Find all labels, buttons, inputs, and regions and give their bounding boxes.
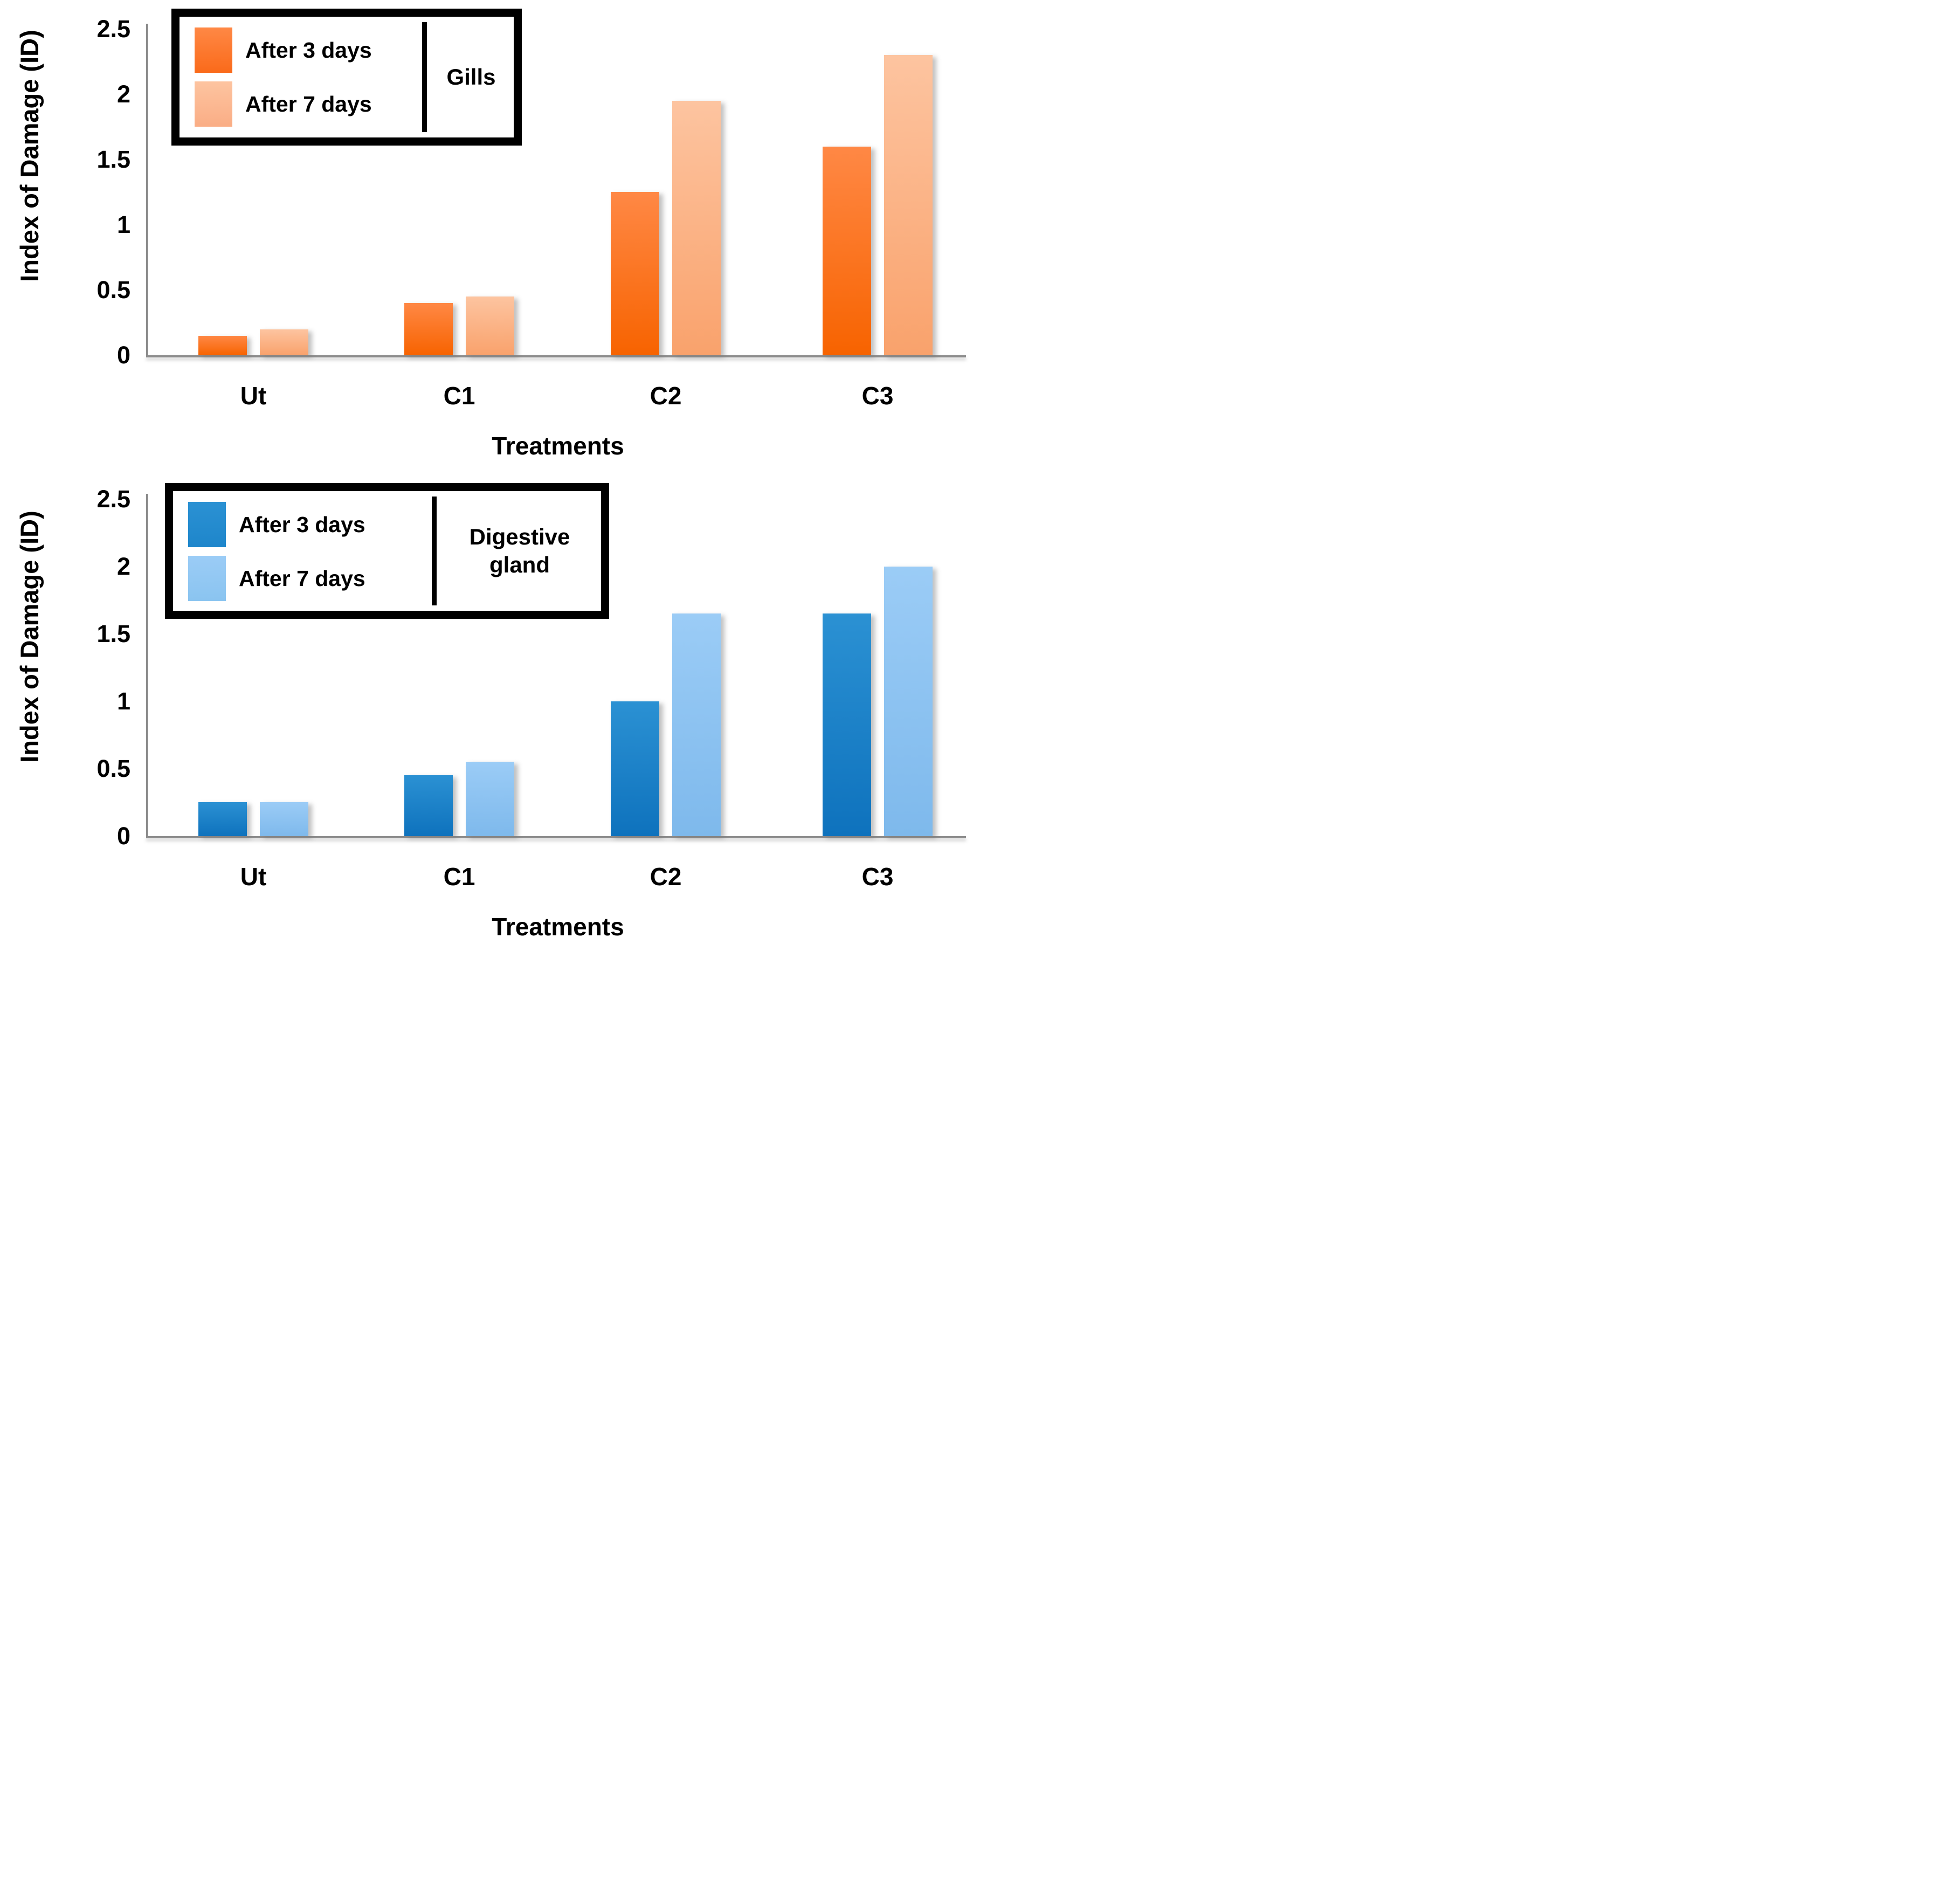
legend-swatch-after-3-days [195, 27, 232, 73]
figure: Index of Damage (ID) 0 0.5 1 1.5 2 2.5 Ut C1 C2 C… [0, 0, 980, 945]
x-category-label-C1: C1 [443, 382, 475, 410]
x-category-label-C3: C3 [861, 382, 894, 410]
legend-divider [422, 22, 427, 132]
legend-digestive-gland: After 3 days After 7 days Digestive glan… [165, 483, 609, 619]
legend-divider [432, 497, 437, 605]
x-category-label-Ut: Ut [240, 863, 267, 891]
legend-swatch-after-7-days [188, 556, 226, 601]
bar-C3-after-3-days [823, 613, 871, 836]
bar-C2-after-7-days [672, 101, 721, 355]
organ-label-gills: Gills [446, 64, 496, 89]
y-tick-label-2.5: 2.5 [96, 15, 130, 43]
legend-gills: After 3 days After 7 days Gills [171, 9, 522, 146]
x-axis-title: Treatments [492, 913, 624, 941]
y-tick-label-1.5: 1.5 [96, 620, 130, 647]
legend-label-after-3-days: After 3 days [239, 512, 365, 537]
x-category-label-C2: C2 [650, 382, 682, 410]
bar-Ut-after-3-days [198, 802, 247, 836]
y-tick-label-0: 0 [116, 822, 130, 850]
bar-Ut-after-7-days [260, 329, 308, 355]
x-category-label-C3: C3 [861, 863, 894, 891]
bar-C2-after-7-days [672, 613, 721, 836]
y-tick-label-0: 0 [116, 341, 130, 369]
bar-C1-after-7-days [466, 762, 514, 836]
y-tick-label-2.5: 2.5 [96, 485, 130, 513]
y-axis-line [146, 494, 148, 836]
plot-area-gills: 0 0.5 1 1.5 2 2.5 Ut C1 C2 C3 [0, 0, 980, 472]
legend-swatch-after-3-days [188, 502, 226, 547]
organ-label-digestive-gland: Digestive gland [469, 523, 570, 578]
y-tick-label-0.5: 0.5 [96, 755, 130, 782]
bar-C1-after-7-days [466, 297, 514, 355]
bar-Ut-after-7-days [260, 802, 308, 836]
bar-C3-after-7-days [884, 55, 933, 355]
chart-gills: Index of Damage (ID) 0 0.5 1 1.5 2 2.5 Ut C1 C2 C… [0, 0, 980, 472]
legend-swatch-after-7-days [195, 81, 232, 127]
plot-area-digestive-gland: 0 0.5 1 1.5 2 2.5 Ut C1 C2 C3 [0, 472, 980, 945]
bar-C1-after-3-days [404, 775, 453, 836]
legend-label-after-3-days: After 3 days [245, 37, 372, 63]
bar-C2-after-3-days [611, 192, 659, 355]
x-category-label-Ut: Ut [240, 382, 267, 410]
bar-C2-after-3-days [611, 701, 659, 836]
bar-C3-after-3-days [823, 147, 871, 355]
y-tick-label-0.5: 0.5 [96, 276, 130, 304]
bar-C1-after-3-days [404, 303, 453, 355]
chart-digestive-gland: Index of Damage (ID) 0 0.5 1 1.5 2 2.5 Ut C1 C2 C… [0, 472, 980, 945]
legend-label-after-7-days: After 7 days [245, 91, 372, 116]
x-axis-title: Treatments [492, 432, 624, 460]
y-tick-label-2: 2 [116, 80, 130, 108]
legend-label-after-7-days: After 7 days [239, 566, 365, 591]
y-tick-label-1.5: 1.5 [96, 146, 130, 173]
y-axis-line [146, 24, 148, 355]
bar-C3-after-7-days [884, 567, 933, 836]
x-axis-line [146, 836, 966, 838]
y-tick-label-1: 1 [116, 211, 130, 238]
x-category-label-C1: C1 [443, 863, 475, 891]
y-tick-label-1: 1 [116, 687, 130, 715]
y-tick-label-2: 2 [116, 553, 130, 580]
x-axis-line [146, 355, 966, 357]
x-category-label-C2: C2 [650, 863, 682, 891]
bar-Ut-after-3-days [198, 336, 247, 355]
